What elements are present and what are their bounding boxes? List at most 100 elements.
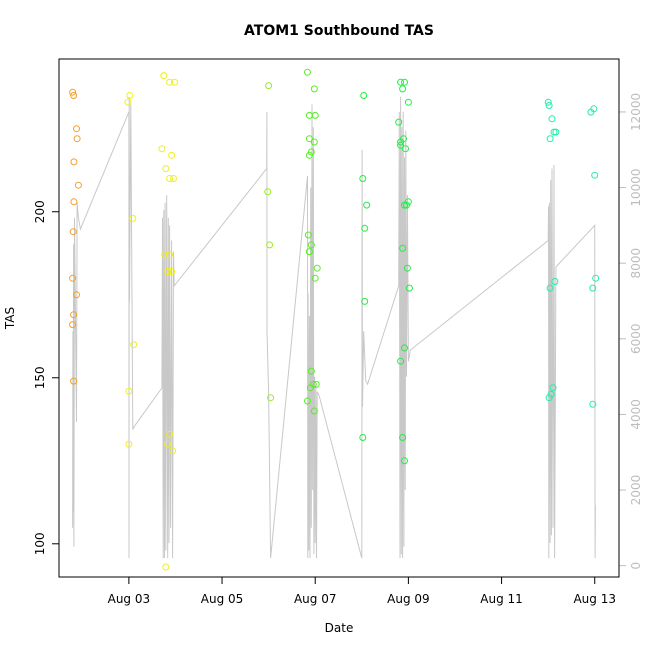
x-tick-label: Aug 07 (294, 592, 337, 606)
data-point (397, 141, 405, 149)
data-point (546, 135, 554, 143)
altitude-line (72, 96, 596, 559)
data-point (363, 201, 371, 209)
data-point (70, 377, 78, 385)
data-point (170, 175, 177, 182)
data-point (589, 400, 597, 408)
data-point (126, 92, 134, 99)
data-point (304, 397, 311, 405)
data-point (267, 394, 275, 402)
data-point (307, 241, 315, 249)
data-point (361, 224, 369, 232)
y2-tick-label: 10000 (629, 168, 643, 206)
data-point (70, 311, 78, 319)
y2-tick-label: 2000 (629, 475, 643, 506)
data-point (312, 380, 320, 388)
data-point (168, 151, 176, 159)
data-point (69, 274, 77, 282)
data-point (401, 344, 408, 352)
data-point (70, 198, 78, 206)
data-point (310, 138, 318, 146)
data-point (70, 158, 78, 166)
data-point (549, 384, 557, 392)
data-point (305, 135, 313, 143)
data-point (158, 145, 166, 153)
tas-points-layer (69, 68, 600, 571)
data-point (589, 284, 597, 292)
data-point (310, 407, 318, 415)
x-axis-label: Date (325, 621, 354, 635)
data-point (266, 241, 274, 249)
data-point (359, 434, 367, 441)
data-point (69, 321, 77, 329)
y2-tick-label: 12000 (629, 93, 643, 131)
data-point (73, 291, 80, 299)
data-point (550, 128, 558, 136)
data-point (171, 78, 178, 86)
data-point (69, 88, 77, 96)
data-point (130, 341, 138, 349)
data-point (160, 72, 168, 80)
y2-tick-label: 6000 (629, 324, 643, 355)
data-point (164, 440, 172, 448)
data-point (395, 118, 403, 126)
data-point (69, 228, 77, 236)
data-point (125, 440, 133, 448)
data-point (361, 297, 369, 305)
data-point (166, 78, 174, 86)
y2-tick-label: 0 (629, 562, 643, 570)
data-point (399, 85, 407, 93)
data-point (404, 98, 412, 106)
data-point (169, 447, 177, 455)
data-point (546, 284, 554, 292)
x-tick-label: Aug 03 (108, 592, 151, 606)
data-point (399, 434, 407, 441)
chart-title: ATOM1 Southbound TAS (244, 23, 434, 39)
data-point (265, 82, 273, 90)
data-point (359, 175, 367, 182)
data-point (161, 251, 169, 259)
data-point (124, 98, 132, 106)
data-point (313, 264, 321, 272)
data-point (402, 145, 409, 153)
data-point (545, 394, 553, 402)
data-point (544, 98, 552, 106)
data-point (162, 165, 170, 173)
data-point (164, 268, 172, 275)
data-point (304, 231, 312, 239)
data-point (162, 563, 170, 571)
data-point (592, 274, 600, 282)
data-point (311, 274, 319, 282)
data-point (73, 125, 80, 133)
x-tick-label: Aug 13 (573, 592, 616, 606)
data-point (166, 251, 174, 259)
y2-tick-label: 4000 (629, 399, 643, 430)
data-point (168, 268, 176, 275)
y2-tick-label: 8000 (629, 248, 643, 279)
data-point (400, 135, 407, 143)
data-point (401, 78, 408, 86)
data-point (591, 171, 599, 179)
y-tick-label: 150 (33, 366, 47, 389)
data-point (403, 264, 411, 272)
data-point (360, 92, 368, 99)
data-point (307, 367, 315, 375)
data-point (305, 248, 313, 256)
x-tick-label: Aug 05 (201, 592, 244, 606)
y-tick-label: 100 (33, 532, 47, 555)
data-point (73, 135, 81, 143)
data-point (166, 430, 174, 438)
data-point (399, 244, 407, 252)
data-point (304, 68, 311, 76)
data-point (310, 85, 318, 93)
data-point (397, 357, 405, 365)
data-point (306, 384, 314, 392)
data-point (401, 457, 408, 465)
x-tick-label: Aug 09 (387, 592, 430, 606)
data-point (70, 92, 78, 99)
data-point (166, 175, 174, 182)
data-point (311, 111, 319, 119)
data-point (125, 387, 133, 395)
data-point (129, 214, 137, 222)
